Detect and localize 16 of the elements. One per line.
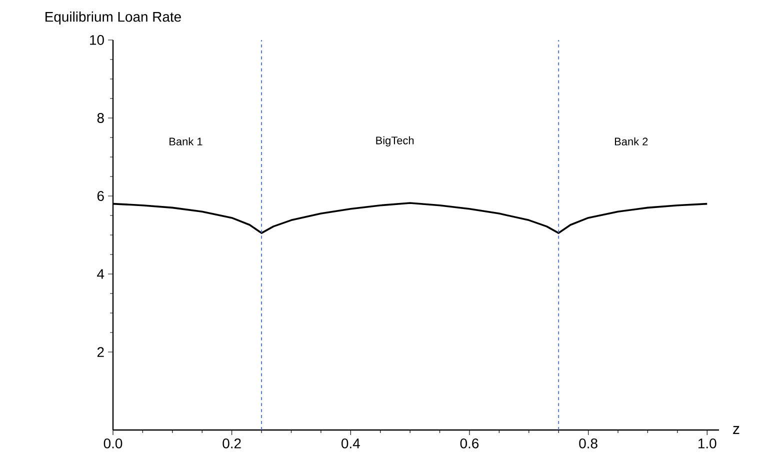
x-tick-label: 0.8 [579,438,598,448]
x-tick-label: 0.4 [342,438,360,448]
y-tick-label: 6 [97,191,104,201]
annotation: Bank 2 [614,137,648,146]
annotation: Bank 1 [170,137,202,146]
y-axis-title: Equilibrium Loan Rate [46,12,181,25]
y-tick-label: 2 [97,347,104,357]
y-tick-label: 4 [97,269,104,279]
x-tick-label: 0.2 [222,438,241,448]
x-tick-label: 0.6 [460,438,479,448]
y-tick-label: 10 [90,35,104,45]
y-tick-label: 8 [97,113,104,123]
x-axis-title: z [733,426,740,434]
annotation: BigTech [376,136,414,146]
x-tick-label: 1.0 [698,438,716,448]
x-tick-label: 0.0 [104,438,122,448]
